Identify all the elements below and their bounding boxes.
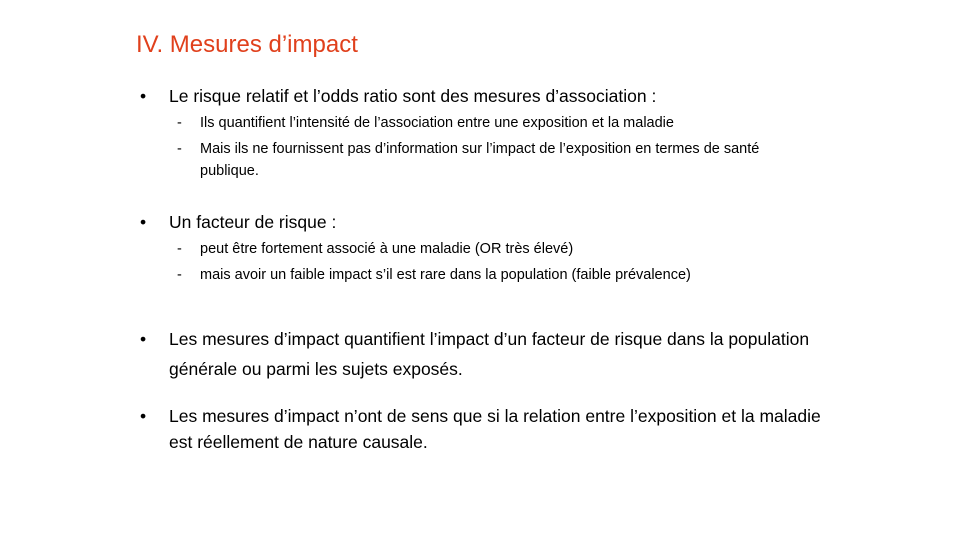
bullet-line: • Un facteur de risque : <box>140 210 830 234</box>
bullet-item-4: • Les mesures d’impact n’ont de sens que… <box>140 403 830 455</box>
sub-list: - Ils quantifient l’intensité de l’assoc… <box>140 112 830 182</box>
bullet-text: Les mesures d’impact quantifient l’impac… <box>169 329 810 379</box>
sub-item: - Mais ils ne fournissent pas d’informat… <box>140 138 760 182</box>
sub-text: Ils quantifient l’intensité de l’associa… <box>200 115 674 131</box>
bullet-text: Les mesures d’impact n’ont de sens que s… <box>169 406 821 452</box>
sub-item: - mais avoir un faible impact s’il est r… <box>140 264 830 286</box>
bullet-marker: • <box>140 212 147 232</box>
slide-title: IV. Mesures d’impact <box>136 31 358 58</box>
bullet-marker: • <box>140 329 147 349</box>
bullet-item-1: • Le risque relatif et l’odds ratio sont… <box>140 84 830 186</box>
sub-list: - peut être fortement associé à une mala… <box>140 238 830 286</box>
bullet-item-3: • Les mesures d’impact quantifient l’imp… <box>140 324 830 384</box>
sub-marker: - <box>177 141 182 157</box>
bullet-marker: • <box>140 86 147 106</box>
bullet-marker: • <box>140 406 147 426</box>
bullet-text: Le risque relatif et l’odds ratio sont d… <box>169 86 657 106</box>
bullet-line: • Les mesures d’impact n’ont de sens que… <box>140 403 830 455</box>
sub-marker: - <box>177 241 182 257</box>
sub-item: - peut être fortement associé à une mala… <box>140 238 830 260</box>
sub-marker: - <box>177 115 182 131</box>
sub-marker: - <box>177 267 182 283</box>
bullet-line: • Le risque relatif et l’odds ratio sont… <box>140 84 830 108</box>
bullet-line: • Les mesures d’impact quantifient l’imp… <box>140 324 830 384</box>
sub-text: peut être fortement associé à une maladi… <box>200 241 574 257</box>
sub-text: mais avoir un faible impact s’il est rar… <box>200 267 691 283</box>
bullet-text: Un facteur de risque : <box>169 212 337 232</box>
sub-text: Mais ils ne fournissent pas d’informatio… <box>200 141 760 179</box>
bullet-item-2: • Un facteur de risque : - peut être for… <box>140 210 830 290</box>
sub-item: - Ils quantifient l’intensité de l’assoc… <box>140 112 830 134</box>
